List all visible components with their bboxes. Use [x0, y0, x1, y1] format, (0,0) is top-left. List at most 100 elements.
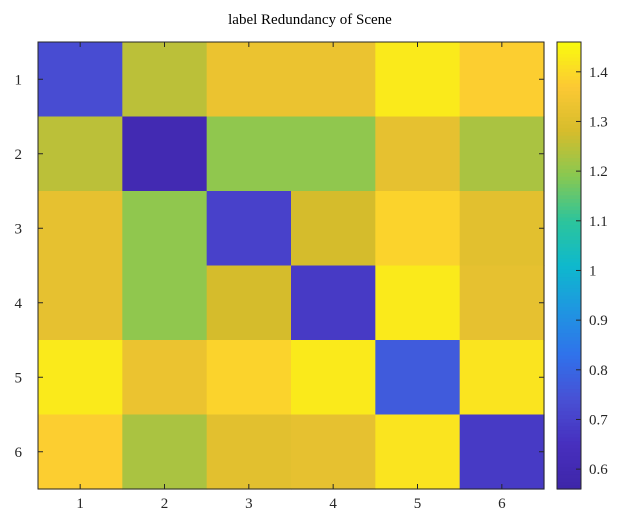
colorbar-segment — [557, 176, 581, 181]
colorbar-segment — [557, 369, 581, 375]
colorbar-segment — [557, 235, 581, 241]
heatmap-cell-r4-c6 — [459, 265, 545, 341]
heatmap-cell-r1-c6 — [459, 42, 545, 118]
colorbar-segment — [557, 448, 581, 453]
colorbar-segment — [557, 462, 581, 468]
colorbar-segment — [557, 135, 581, 140]
colorbar-segment — [557, 198, 581, 203]
colorbar-segment — [557, 451, 581, 457]
heatmap-cell-r6-c4 — [291, 414, 376, 490]
colorbar-segment — [557, 202, 581, 207]
colorbar-tick-label: 0.7 — [589, 412, 608, 428]
heatmap-cell-r4-c4 — [291, 265, 376, 341]
x-axis-ticks: 1 2 3 4 5 6 — [76, 42, 506, 512]
heatmap-cell-r4-c2 — [122, 265, 208, 341]
heatmap-cell-r3-c6 — [459, 191, 545, 267]
colorbar-segment — [557, 109, 581, 114]
colorbar-segment — [557, 299, 581, 304]
colorbar-segment — [557, 470, 581, 475]
x-tick-label: 1 — [76, 496, 84, 512]
colorbar-segment — [557, 440, 581, 445]
colorbar-segment — [557, 347, 581, 352]
colorbar-tick-label: 0.6 — [589, 462, 608, 478]
y-tick-label: 6 — [15, 445, 23, 461]
colorbar-tick-label: 1.3 — [589, 114, 608, 130]
colorbar-segment — [557, 228, 581, 233]
colorbar-segment — [557, 254, 581, 259]
x-tick-label: 5 — [414, 496, 422, 512]
colorbar-segment — [557, 127, 581, 133]
colorbar-segment — [557, 79, 581, 84]
heatmap-cell-r6-c5 — [375, 414, 461, 490]
colorbar-segment — [557, 481, 581, 486]
colorbar-segment — [557, 42, 581, 47]
colorbar-segment — [557, 243, 581, 248]
colorbar-segment — [557, 310, 581, 315]
heatmap-cell-r4-c1 — [38, 265, 123, 341]
colorbar-segment — [557, 269, 581, 274]
colorbar-segment — [557, 384, 581, 390]
colorbar-segment — [557, 280, 581, 285]
y-tick-label: 4 — [15, 296, 23, 312]
colorbar-segment — [557, 179, 581, 185]
colorbar-segment — [557, 94, 581, 99]
colorbar-ticks: 0.6 0.7 0.8 0.9 1 1.1 1.2 1.3 1.4 — [576, 65, 608, 478]
colorbar-segment — [557, 332, 581, 337]
colorbar-segment — [557, 459, 581, 464]
colorbar-segment — [557, 164, 581, 170]
heatmap-cell-r5-c5 — [375, 340, 461, 416]
colorbar-tick-label: 0.8 — [589, 363, 608, 379]
colorbar-segment — [557, 142, 581, 147]
colorbar-segment — [557, 49, 581, 54]
colorbar-segment — [557, 194, 581, 200]
heatmap-cell-r6-c3 — [206, 414, 292, 490]
colorbar-segment — [557, 187, 581, 192]
y-tick-label: 3 — [15, 221, 23, 237]
colorbar-segment — [557, 287, 581, 293]
colorbar-segment — [557, 131, 581, 136]
colorbar-segment — [557, 71, 581, 77]
colorbar-segment — [557, 414, 581, 419]
colorbar-segment — [557, 291, 581, 296]
colorbar-segment — [557, 239, 581, 244]
heatmap-cell-r3-c1 — [38, 191, 123, 267]
colorbar-segment — [557, 295, 581, 300]
heatmap-cell-r1-c4 — [291, 42, 376, 118]
colorbar-segment — [557, 336, 581, 341]
colorbar-segment — [557, 112, 581, 118]
colorbar-segment — [557, 105, 581, 110]
colorbar-segment — [557, 272, 581, 278]
colorbar-segment — [557, 407, 581, 412]
colorbar-tick-label: 0.9 — [589, 313, 608, 329]
heatmap-cell-r2-c1 — [38, 116, 123, 192]
colorbar-segment — [557, 343, 581, 349]
colorbar-segment — [557, 429, 581, 434]
colorbar — [556, 41, 582, 490]
heatmap-cell-r6-c6 — [459, 414, 545, 490]
y-tick-label: 1 — [15, 72, 23, 88]
colorbar-segment — [557, 436, 581, 442]
heatmap-cell-r2-c4 — [291, 116, 376, 192]
colorbar-tick-label: 1.4 — [589, 65, 608, 81]
colorbar-segment — [557, 220, 581, 226]
heatmap-cell-r6-c1 — [38, 414, 123, 490]
colorbar-segment — [557, 377, 581, 382]
colorbar-segment — [557, 205, 581, 211]
heatmap-cell-r5-c3 — [206, 340, 292, 416]
colorbar-segment — [557, 120, 581, 125]
x-tick-label: 6 — [498, 496, 506, 512]
colorbar-segment — [557, 421, 581, 427]
colorbar-tick-label: 1 — [589, 263, 597, 279]
colorbar-tick-label: 1.2 — [589, 164, 608, 180]
colorbar-segment — [557, 75, 581, 80]
colorbar-segment — [557, 433, 581, 438]
colorbar-segment — [557, 101, 581, 106]
y-axis-ticks: 1 2 3 4 5 6 — [15, 72, 544, 461]
colorbar-segment — [557, 485, 581, 490]
colorbar-segment — [557, 183, 581, 188]
colorbar-segment — [557, 209, 581, 214]
heatmap-cell-r5-c2 — [122, 340, 208, 416]
colorbar-segment — [557, 172, 581, 177]
heatmap-cell-r5-c1 — [38, 340, 123, 416]
colorbar-segment — [557, 328, 581, 334]
